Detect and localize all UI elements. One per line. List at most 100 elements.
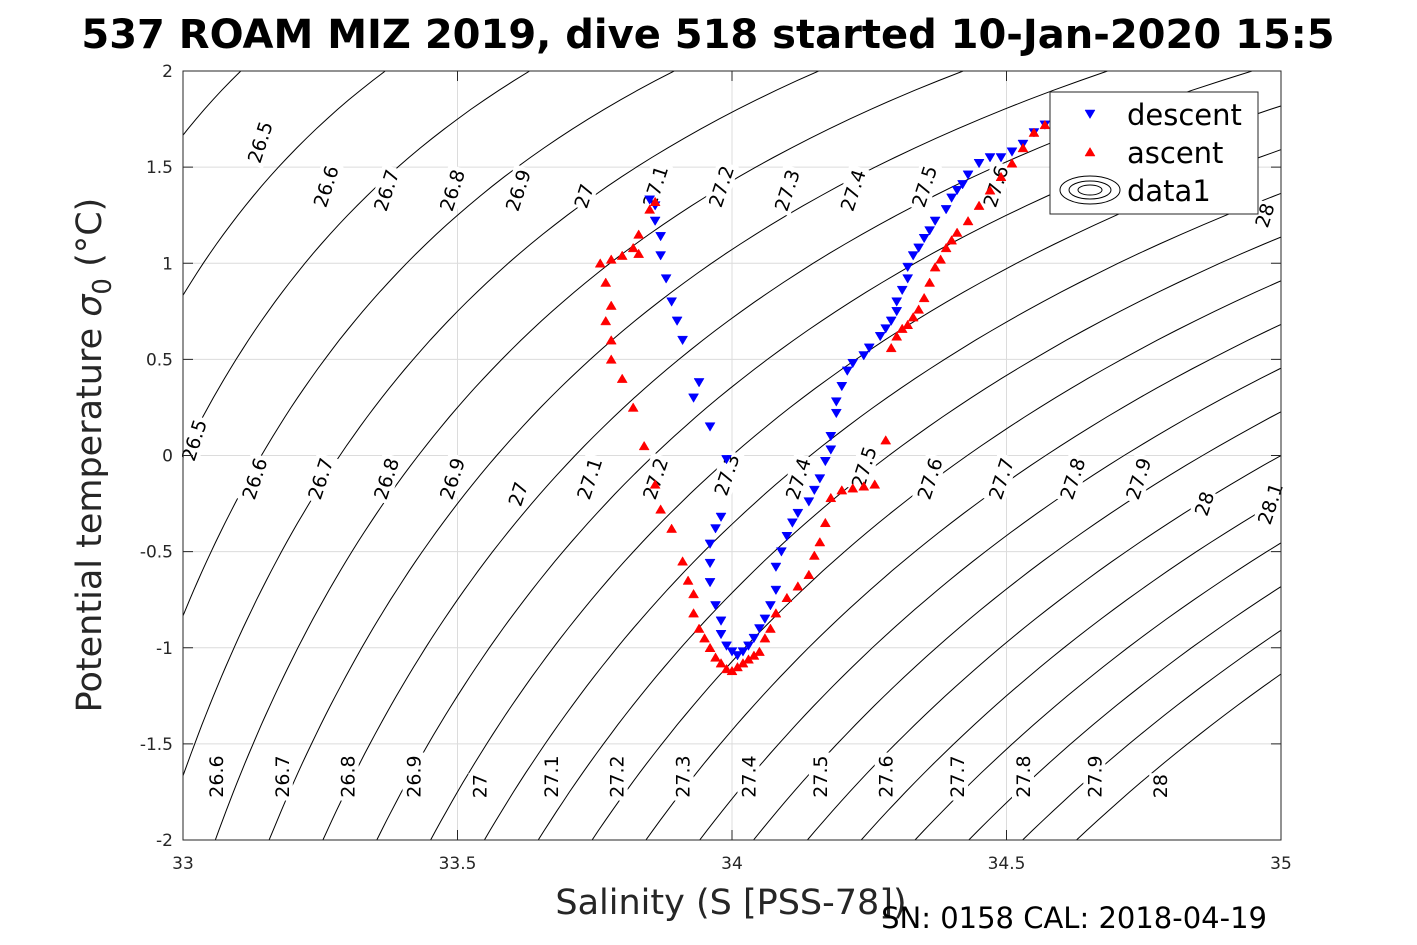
- ascent-point: [803, 569, 815, 579]
- descent-point: [847, 358, 859, 369]
- series-ascent: [594, 104, 1067, 676]
- y-tick-label: 1.5: [146, 158, 173, 178]
- descent-point: [655, 251, 667, 261]
- descent-point: [721, 641, 732, 651]
- descent-point: [830, 397, 842, 407]
- descent-point: [940, 205, 952, 215]
- legend-descent-marker: [1084, 109, 1096, 119]
- ascent-point: [869, 479, 881, 489]
- isopycnal-label-bg: [708, 448, 745, 501]
- isopycnal-label: 26.9: [404, 755, 426, 797]
- chart-title: 537 ROAM MIZ 2019, dive 518 started 10-J…: [81, 12, 1334, 58]
- ascent-point: [918, 292, 930, 303]
- y-axis-label: Potential temperature σ0 (°C): [70, 198, 118, 713]
- descent-point: [644, 195, 656, 205]
- isopycnal-label-bg: [769, 163, 805, 217]
- descent-point: [671, 316, 683, 326]
- ascent-point: [819, 517, 831, 528]
- isopycnal-label-bg: [302, 452, 339, 505]
- descent-point: [880, 324, 892, 334]
- descent-point: [841, 366, 853, 376]
- descent-point: [710, 524, 721, 534]
- isopycnal-label-bg: [539, 752, 562, 801]
- descent-point: [754, 624, 765, 634]
- ascent-point: [951, 227, 963, 237]
- ascent-point: [737, 658, 749, 668]
- descent-point: [770, 562, 782, 572]
- ascent-point: [1006, 158, 1018, 168]
- descent-point: [973, 159, 985, 169]
- ascent-point: [913, 304, 925, 314]
- isopycnal-label-bg: [911, 452, 948, 505]
- ascent-point: [633, 229, 645, 239]
- ascent-point: [792, 581, 804, 591]
- ascent-point: [616, 250, 628, 260]
- descent-point: [929, 216, 941, 226]
- isopycnal-line: [914, 542, 1281, 840]
- descent-point: [907, 251, 919, 261]
- ascent-point: [1017, 142, 1029, 153]
- ascent-point: [633, 248, 645, 258]
- descent-point: [732, 651, 743, 661]
- ascent-point: [940, 242, 952, 253]
- isopycnal-label-bg: [1149, 773, 1172, 800]
- descent-point: [693, 378, 705, 388]
- descent-point: [781, 531, 793, 542]
- isopycnal-label-bg: [176, 413, 212, 467]
- x-tick-label: 34: [721, 854, 743, 874]
- legend-label-data1: data1: [1127, 174, 1211, 208]
- ascent-point: [929, 262, 941, 272]
- descent-point: [803, 497, 815, 507]
- descent-point: [715, 512, 727, 523]
- ascent-point: [677, 556, 689, 566]
- isopycnal-label-bg: [983, 452, 1019, 505]
- descent-point: [885, 316, 897, 326]
- descent-point: [858, 351, 870, 361]
- descent-point: [957, 180, 969, 190]
- y-tick-label: -1.5: [140, 735, 173, 755]
- legend-label-descent: descent: [1127, 98, 1242, 132]
- isopycnal-line: [806, 454, 1281, 840]
- descent-point: [951, 185, 963, 196]
- isopycnal-label-bg: [569, 180, 599, 212]
- isopycnal-label-bg: [1189, 487, 1219, 520]
- isopycnal-line: [537, 236, 1281, 840]
- ascent-point: [688, 608, 700, 618]
- legend-ascent-marker: [1084, 147, 1096, 157]
- descent-point: [655, 232, 667, 242]
- descent-point: [984, 153, 996, 163]
- ascent-point: [627, 242, 639, 253]
- isopycnal-line: [752, 411, 1281, 840]
- descent-point: [1006, 147, 1018, 157]
- isopycnal-label-bg: [737, 752, 760, 801]
- y-axis-ticks: -2 -1.5 -1 -0.5 0 0.5 1 1.5 2: [140, 62, 1281, 851]
- isopycnal-label-bg: [368, 452, 405, 505]
- isopycnal-label-bg: [946, 752, 969, 801]
- ascent-point: [699, 633, 710, 643]
- descent-point: [946, 193, 958, 203]
- ascent-point: [666, 523, 678, 533]
- legend-marker-ascent: [1084, 147, 1096, 157]
- ascent-point: [808, 550, 820, 560]
- isopycnal-label: 27.9: [1084, 755, 1106, 797]
- ascent-point: [644, 204, 656, 214]
- x-tick-label: 33: [172, 854, 194, 874]
- ascent-point: [743, 654, 754, 664]
- isopycnal-label-bg: [874, 752, 897, 801]
- descent-point: [808, 485, 820, 496]
- ascent-point: [836, 485, 848, 495]
- x-tick-label: 33.5: [439, 854, 477, 874]
- descent-point: [786, 518, 798, 528]
- isopycnal-label: 27.3: [673, 755, 695, 797]
- ascent-point: [649, 479, 661, 489]
- isopycnal-line: [645, 323, 1281, 840]
- descent-point: [775, 547, 787, 557]
- legend-contour-ring: [1077, 184, 1103, 196]
- isopycnal-line: [183, 71, 820, 778]
- descent-point: [830, 408, 842, 419]
- isopycnal-label: 27.4: [738, 755, 760, 797]
- ascent-point: [693, 623, 705, 633]
- isopycnal-label: 27.6: [876, 755, 898, 797]
- descent-point: [962, 170, 974, 180]
- ascent-point: [907, 312, 919, 322]
